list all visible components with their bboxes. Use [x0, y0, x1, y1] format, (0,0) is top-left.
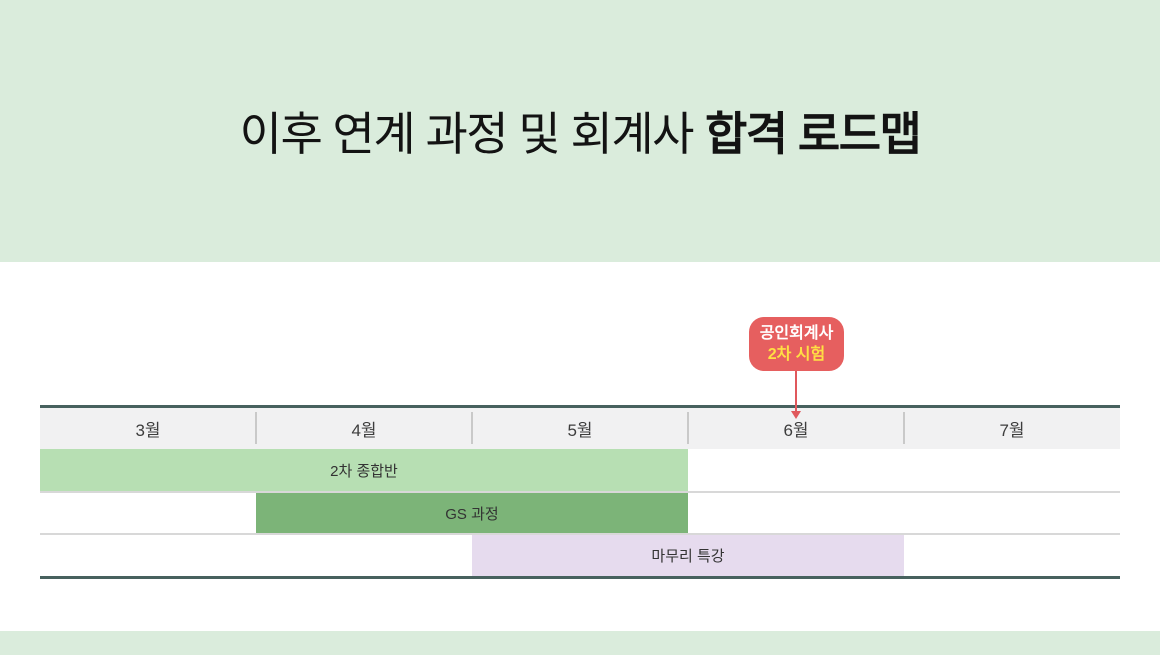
page-title-bold: 합격 로드맵 — [704, 108, 922, 160]
gantt-bar-label: 마무리 특강 — [651, 548, 725, 565]
top-band — [0, 0, 1160, 262]
row-separator-2 — [40, 533, 1120, 535]
gantt-bar-2cha-jonghapban: 2차 종합반 — [40, 449, 688, 491]
month-label: 4월 — [351, 421, 377, 440]
exam-callout-line2: 2차 시험 — [767, 346, 826, 363]
exam-callout-badge: 공인회계사 2차 시험 — [749, 317, 844, 371]
exam-callout-line1: 공인회계사 — [759, 325, 834, 342]
month-label: 6월 — [783, 421, 809, 440]
month-label: 5월 — [567, 421, 593, 440]
month-divider — [687, 412, 689, 444]
callout-pointer-line — [795, 371, 797, 412]
month-cell-7: 7월 — [903, 408, 1120, 449]
page-title-regular: 이후 연계 과정 및 회계사 — [239, 108, 695, 160]
gantt-bar-gs-gwajeong: GS 과정 — [256, 493, 688, 533]
timeline-bottom-rule — [40, 576, 1120, 579]
page-title: 이후 연계 과정 및 회계사 합격 로드맵 — [0, 0, 1160, 262]
gantt-bar-label: GS 과정 — [445, 505, 499, 523]
month-divider — [903, 412, 905, 444]
callout-arrow-icon — [791, 411, 801, 419]
row-separator-1 — [40, 491, 1120, 493]
month-label: 7월 — [999, 421, 1025, 440]
month-divider — [471, 412, 473, 444]
month-label: 3월 — [135, 421, 161, 440]
month-header-row: 3월 4월 5월 6월 7월 — [40, 405, 1120, 449]
gantt-bar-label: 2차 종합반 — [330, 462, 398, 480]
month-cell-6: 6월 — [687, 408, 904, 449]
month-cell-5: 5월 — [471, 408, 688, 449]
month-cell-4: 4월 — [255, 408, 472, 449]
month-cell-3: 3월 — [40, 408, 256, 449]
bottom-band — [0, 631, 1160, 655]
month-divider — [255, 412, 257, 444]
gantt-bar-mamuri-teukgang: 마무리 특강 — [472, 535, 904, 576]
